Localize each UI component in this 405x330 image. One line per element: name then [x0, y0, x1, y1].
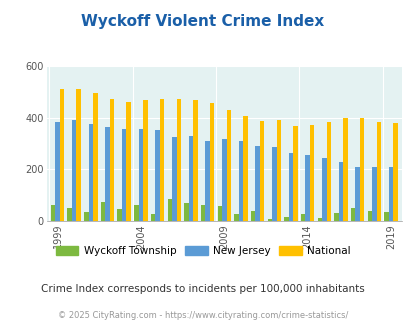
- Bar: [160, 99, 164, 221]
- Bar: [343, 118, 347, 221]
- Bar: [376, 122, 380, 221]
- Bar: [105, 127, 109, 221]
- Bar: [184, 203, 188, 221]
- Bar: [205, 142, 209, 221]
- Bar: [172, 137, 176, 221]
- Legend: Wyckoff Township, New Jersey, National: Wyckoff Township, New Jersey, National: [51, 242, 354, 260]
- Bar: [384, 212, 388, 221]
- Bar: [222, 139, 226, 221]
- Bar: [276, 120, 280, 221]
- Bar: [234, 214, 238, 221]
- Bar: [371, 167, 376, 221]
- Bar: [51, 205, 55, 221]
- Bar: [267, 218, 271, 221]
- Bar: [292, 126, 297, 221]
- Bar: [321, 158, 326, 221]
- Bar: [209, 103, 214, 221]
- Bar: [93, 93, 97, 221]
- Bar: [188, 136, 193, 221]
- Bar: [67, 208, 72, 221]
- Bar: [238, 142, 243, 221]
- Bar: [217, 206, 222, 221]
- Bar: [300, 214, 305, 221]
- Bar: [288, 153, 292, 221]
- Bar: [126, 102, 131, 221]
- Bar: [226, 111, 230, 221]
- Bar: [309, 125, 314, 221]
- Bar: [139, 129, 143, 221]
- Bar: [84, 212, 88, 221]
- Bar: [338, 162, 343, 221]
- Bar: [176, 99, 181, 221]
- Bar: [259, 121, 264, 221]
- Bar: [305, 155, 309, 221]
- Bar: [350, 208, 355, 221]
- Bar: [109, 99, 114, 221]
- Bar: [60, 89, 64, 221]
- Bar: [255, 146, 259, 221]
- Bar: [326, 122, 330, 221]
- Bar: [200, 205, 205, 221]
- Bar: [55, 122, 60, 221]
- Bar: [392, 123, 397, 221]
- Bar: [167, 199, 172, 221]
- Bar: [122, 129, 126, 221]
- Bar: [359, 118, 364, 221]
- Bar: [367, 211, 371, 221]
- Bar: [250, 211, 255, 221]
- Bar: [72, 119, 76, 221]
- Bar: [317, 218, 321, 221]
- Bar: [88, 124, 93, 221]
- Text: Wyckoff Violent Crime Index: Wyckoff Violent Crime Index: [81, 14, 324, 29]
- Bar: [193, 100, 197, 221]
- Bar: [271, 147, 276, 221]
- Text: Crime Index corresponds to incidents per 100,000 inhabitants: Crime Index corresponds to incidents per…: [41, 284, 364, 294]
- Bar: [76, 89, 81, 221]
- Bar: [243, 116, 247, 221]
- Bar: [117, 209, 121, 221]
- Text: © 2025 CityRating.com - https://www.cityrating.com/crime-statistics/: © 2025 CityRating.com - https://www.city…: [58, 311, 347, 320]
- Bar: [355, 167, 359, 221]
- Bar: [151, 214, 155, 221]
- Bar: [155, 130, 160, 221]
- Bar: [333, 214, 338, 221]
- Bar: [100, 203, 105, 221]
- Bar: [143, 100, 147, 221]
- Bar: [134, 205, 139, 221]
- Bar: [388, 167, 392, 221]
- Bar: [284, 217, 288, 221]
